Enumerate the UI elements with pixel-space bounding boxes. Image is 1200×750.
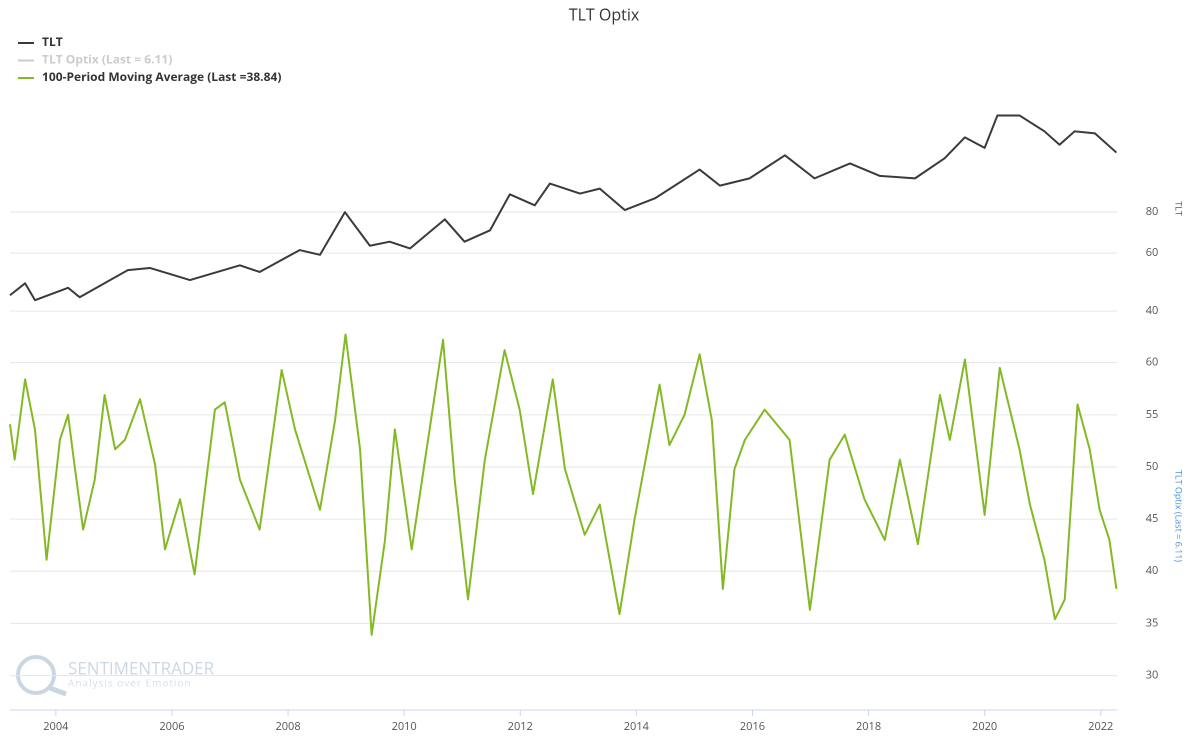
y-axis-label: TLT [1173,201,1186,216]
series-line [9,114,1118,302]
x-tick-label: 2012 [508,719,533,734]
y-tick-label: 80 [1146,204,1159,219]
x-tick-label: 2008 [275,719,300,734]
watermark-tagline: Analysis over Emotion [68,676,192,690]
x-tick-label: 2016 [740,719,765,734]
y-tick-label: 45 [1146,511,1159,526]
x-tick-label: 2020 [972,719,997,734]
watermark-icon [49,685,67,697]
y-tick-label: 55 [1146,407,1159,422]
y-tick-label: 40 [1146,563,1159,578]
x-tick-label: 2018 [856,719,881,734]
watermark: SENTIMENTRADER Analysis over Emotion [16,655,215,697]
x-tick-label: 2022 [1088,719,1113,734]
y-tick-label: 35 [1146,615,1159,630]
watermark-icon [16,655,56,695]
y-tick-label: 30 [1146,668,1159,683]
x-tick-label: 2014 [624,719,650,734]
chart-title: TLT Optix [569,3,640,25]
legend-label: TLT [42,33,63,50]
x-tick-label: 2010 [392,719,417,734]
y-tick-label: 40 [1146,303,1159,318]
x-tick-label: 2006 [159,719,184,734]
x-tick-label: 2004 [43,719,69,734]
y-tick-label: 50 [1146,459,1159,474]
legend-label: TLT Optix (Last = 6.11) [42,51,172,68]
y-axis-label: TLT Optix (Last = 6.11) [1173,470,1186,562]
legend-label: 100-Period Moving Average (Last =38.84) [42,68,281,85]
y-tick-label: 60 [1146,355,1159,370]
y-tick-label: 60 [1146,245,1159,260]
series-line [9,333,1118,636]
watermark-brand: SENTIMENTRADER [68,657,215,680]
